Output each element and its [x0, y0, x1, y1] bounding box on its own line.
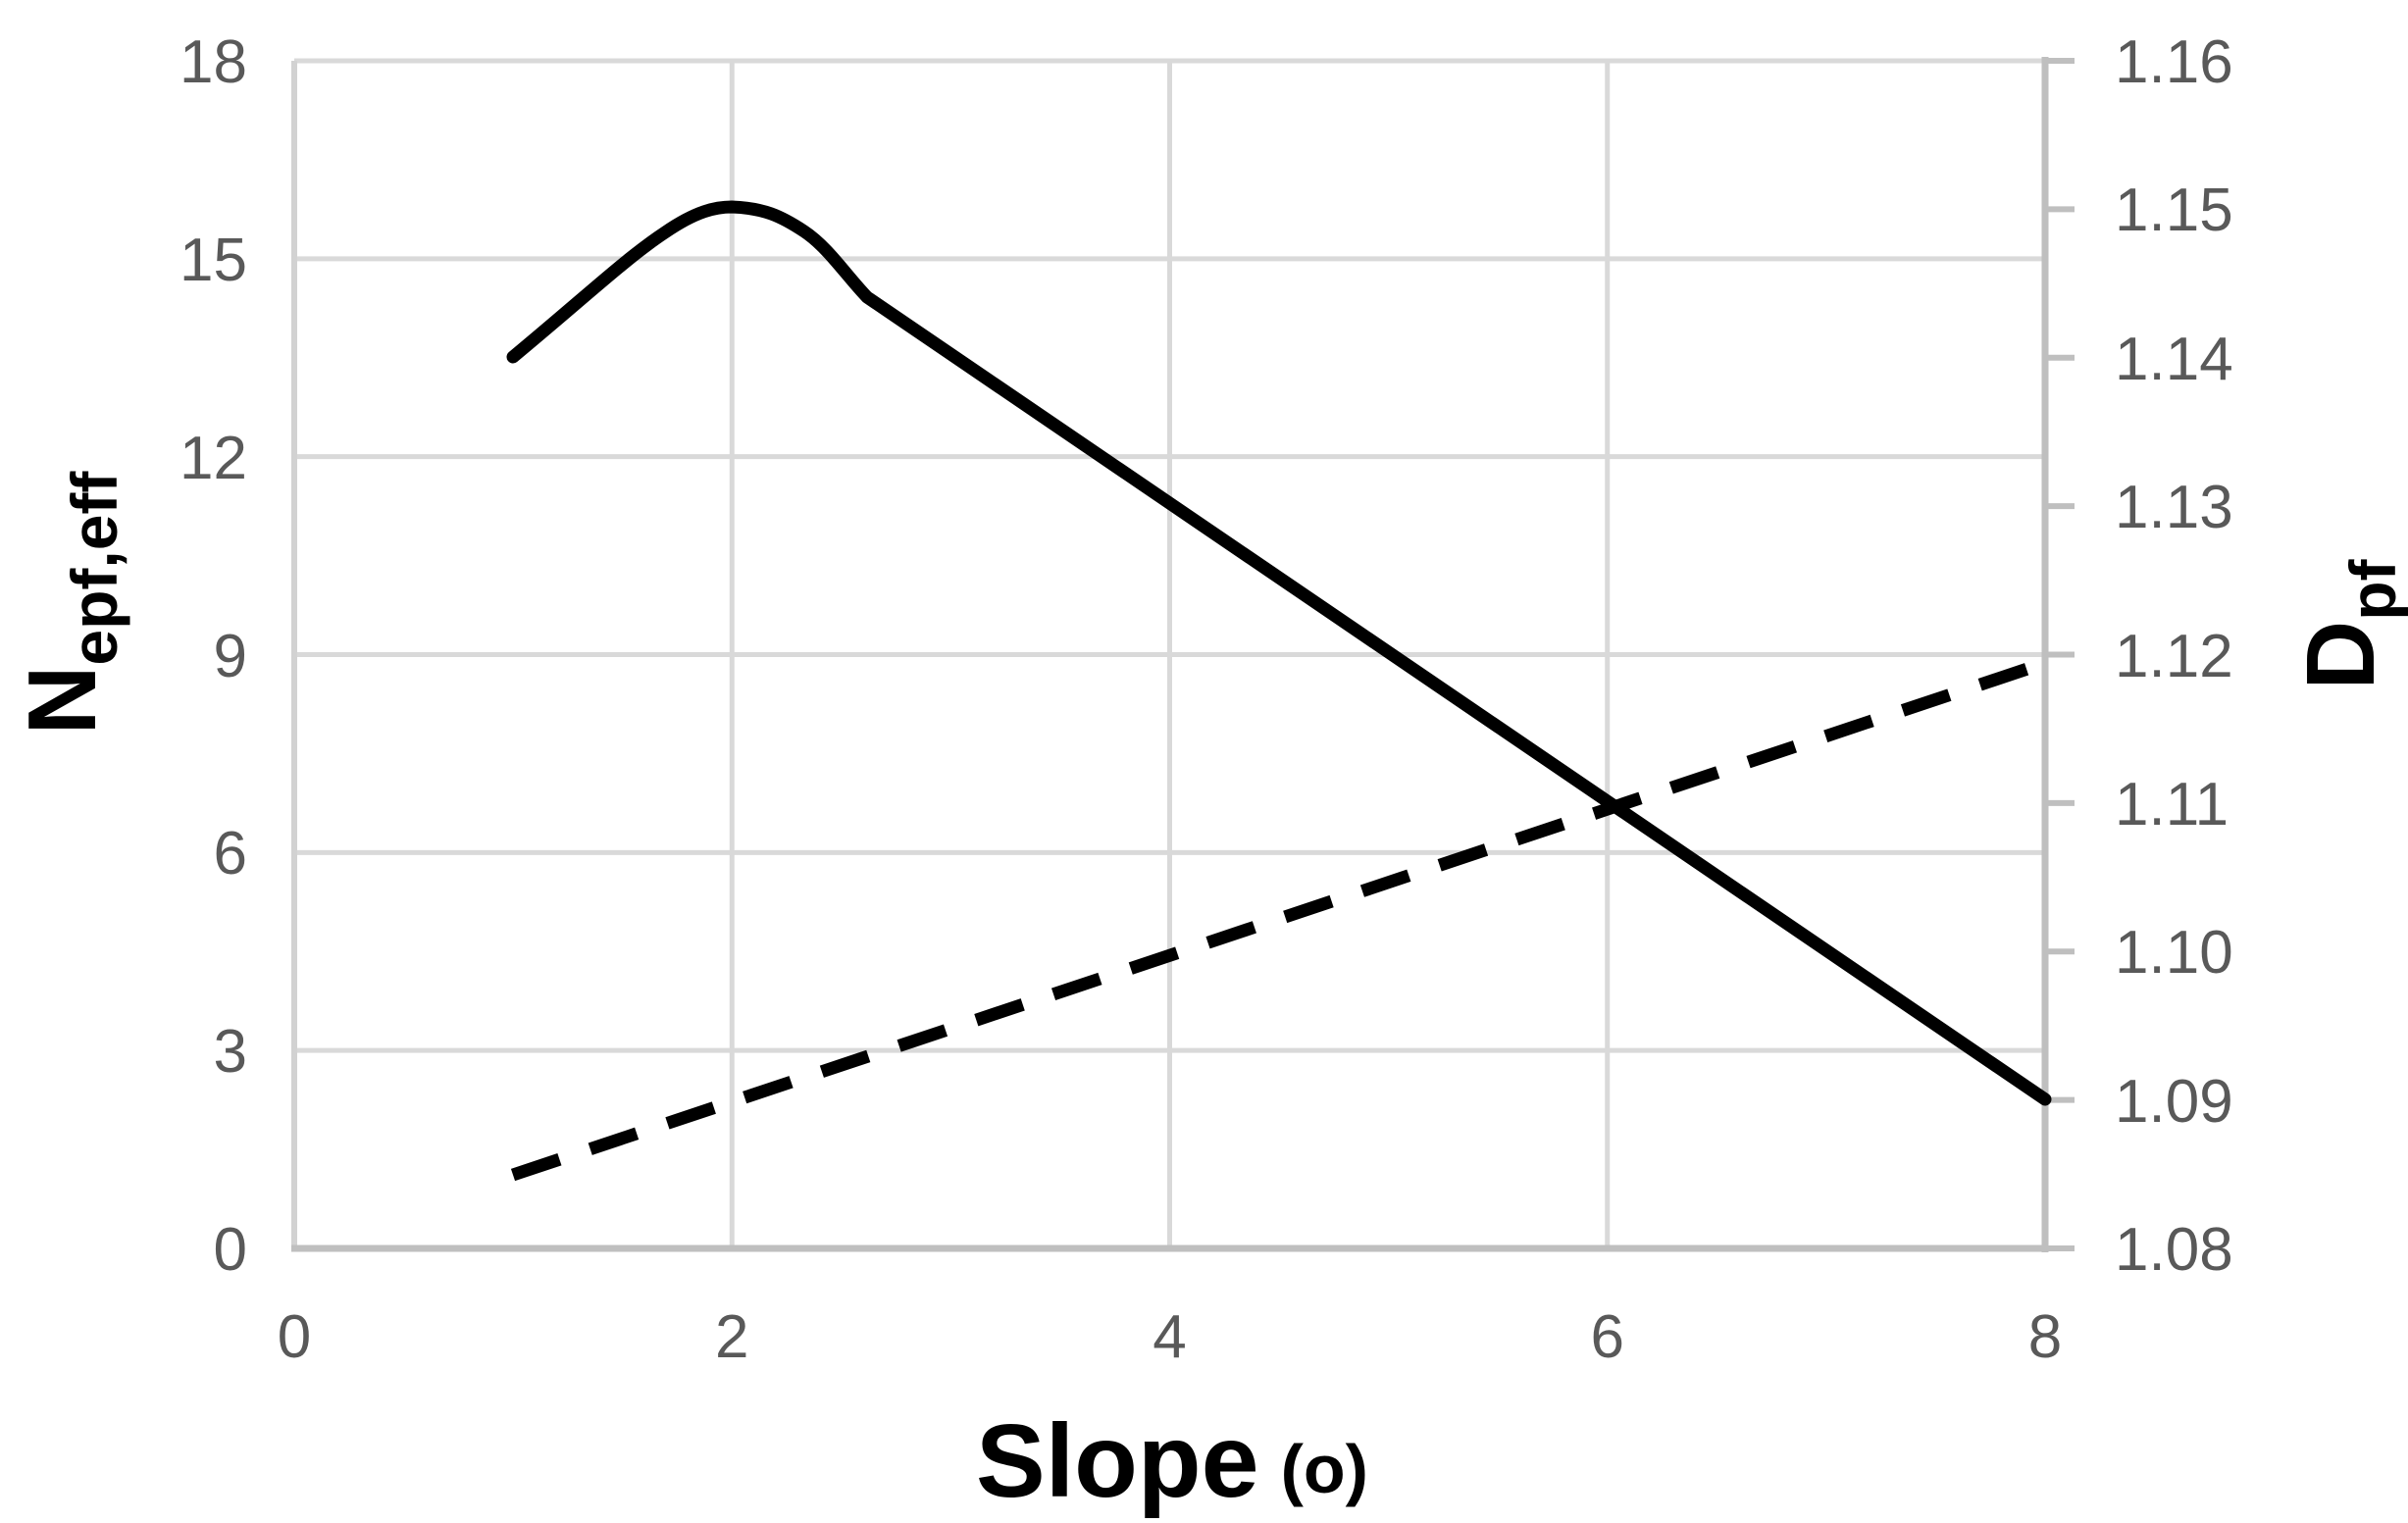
right-tick-label: 1.12: [2115, 623, 2233, 690]
x-tick-label: 8: [2028, 1303, 2062, 1371]
right-axis-title-main: D: [2286, 621, 2394, 690]
right-tick-label: 1.09: [2115, 1068, 2233, 1136]
right-tick-label: 1.16: [2115, 28, 2233, 96]
right-axis-tick-labels: 1.16 1.15 1.14 1.13 1.12 1.11 1.10 1.09 …: [2115, 28, 2233, 1284]
right-tick-label: 1.13: [2115, 474, 2233, 541]
left-tick-label: 3: [214, 1018, 247, 1086]
x-tick-label: 4: [1153, 1303, 1186, 1371]
x-tick-label: 6: [1591, 1303, 1624, 1371]
x-tick-label: 0: [278, 1303, 311, 1371]
left-tick-label: 0: [214, 1216, 247, 1284]
left-tick-label: 6: [214, 820, 247, 888]
right-axis-title-subscript: pf: [2336, 558, 2408, 620]
right-tick-label: 1.10: [2115, 919, 2233, 987]
right-tick-label: 1.08: [2115, 1216, 2233, 1284]
dpf-series-line: [510, 656, 2048, 1182]
vertical-gridlines: [729, 61, 1611, 1248]
right-tick-label: 1.11: [2115, 771, 2229, 838]
right-tick-label: 1.15: [2115, 177, 2233, 244]
left-tick-label: 18: [179, 28, 247, 96]
nepf-series-line: [506, 200, 2052, 1106]
x-tick-label: 2: [715, 1303, 748, 1371]
right-axis-ticks: [2045, 58, 2075, 1251]
left-tick-label: 9: [214, 623, 247, 690]
left-axis-title-subscript: epf,eff: [58, 471, 130, 666]
x-axis-title-unit: (o): [1281, 1431, 1368, 1507]
left-axis-title: Nepf,eff: [8, 471, 130, 736]
left-axis-tick-labels: 18 15 12 9 6 3 0: [179, 28, 247, 1284]
left-tick-label: 15: [179, 227, 247, 294]
left-tick-label: 12: [179, 425, 247, 492]
right-tick-label: 1.14: [2115, 326, 2233, 393]
left-axis-title-main: N: [8, 666, 116, 736]
x-axis-tick-labels: 0 2 4 6 8: [278, 1303, 2062, 1371]
right-axis-title: Dpf: [2286, 558, 2408, 689]
x-axis-title: Slope (o): [976, 1403, 1368, 1519]
x-axis-title-main: Slope: [976, 1403, 1259, 1519]
